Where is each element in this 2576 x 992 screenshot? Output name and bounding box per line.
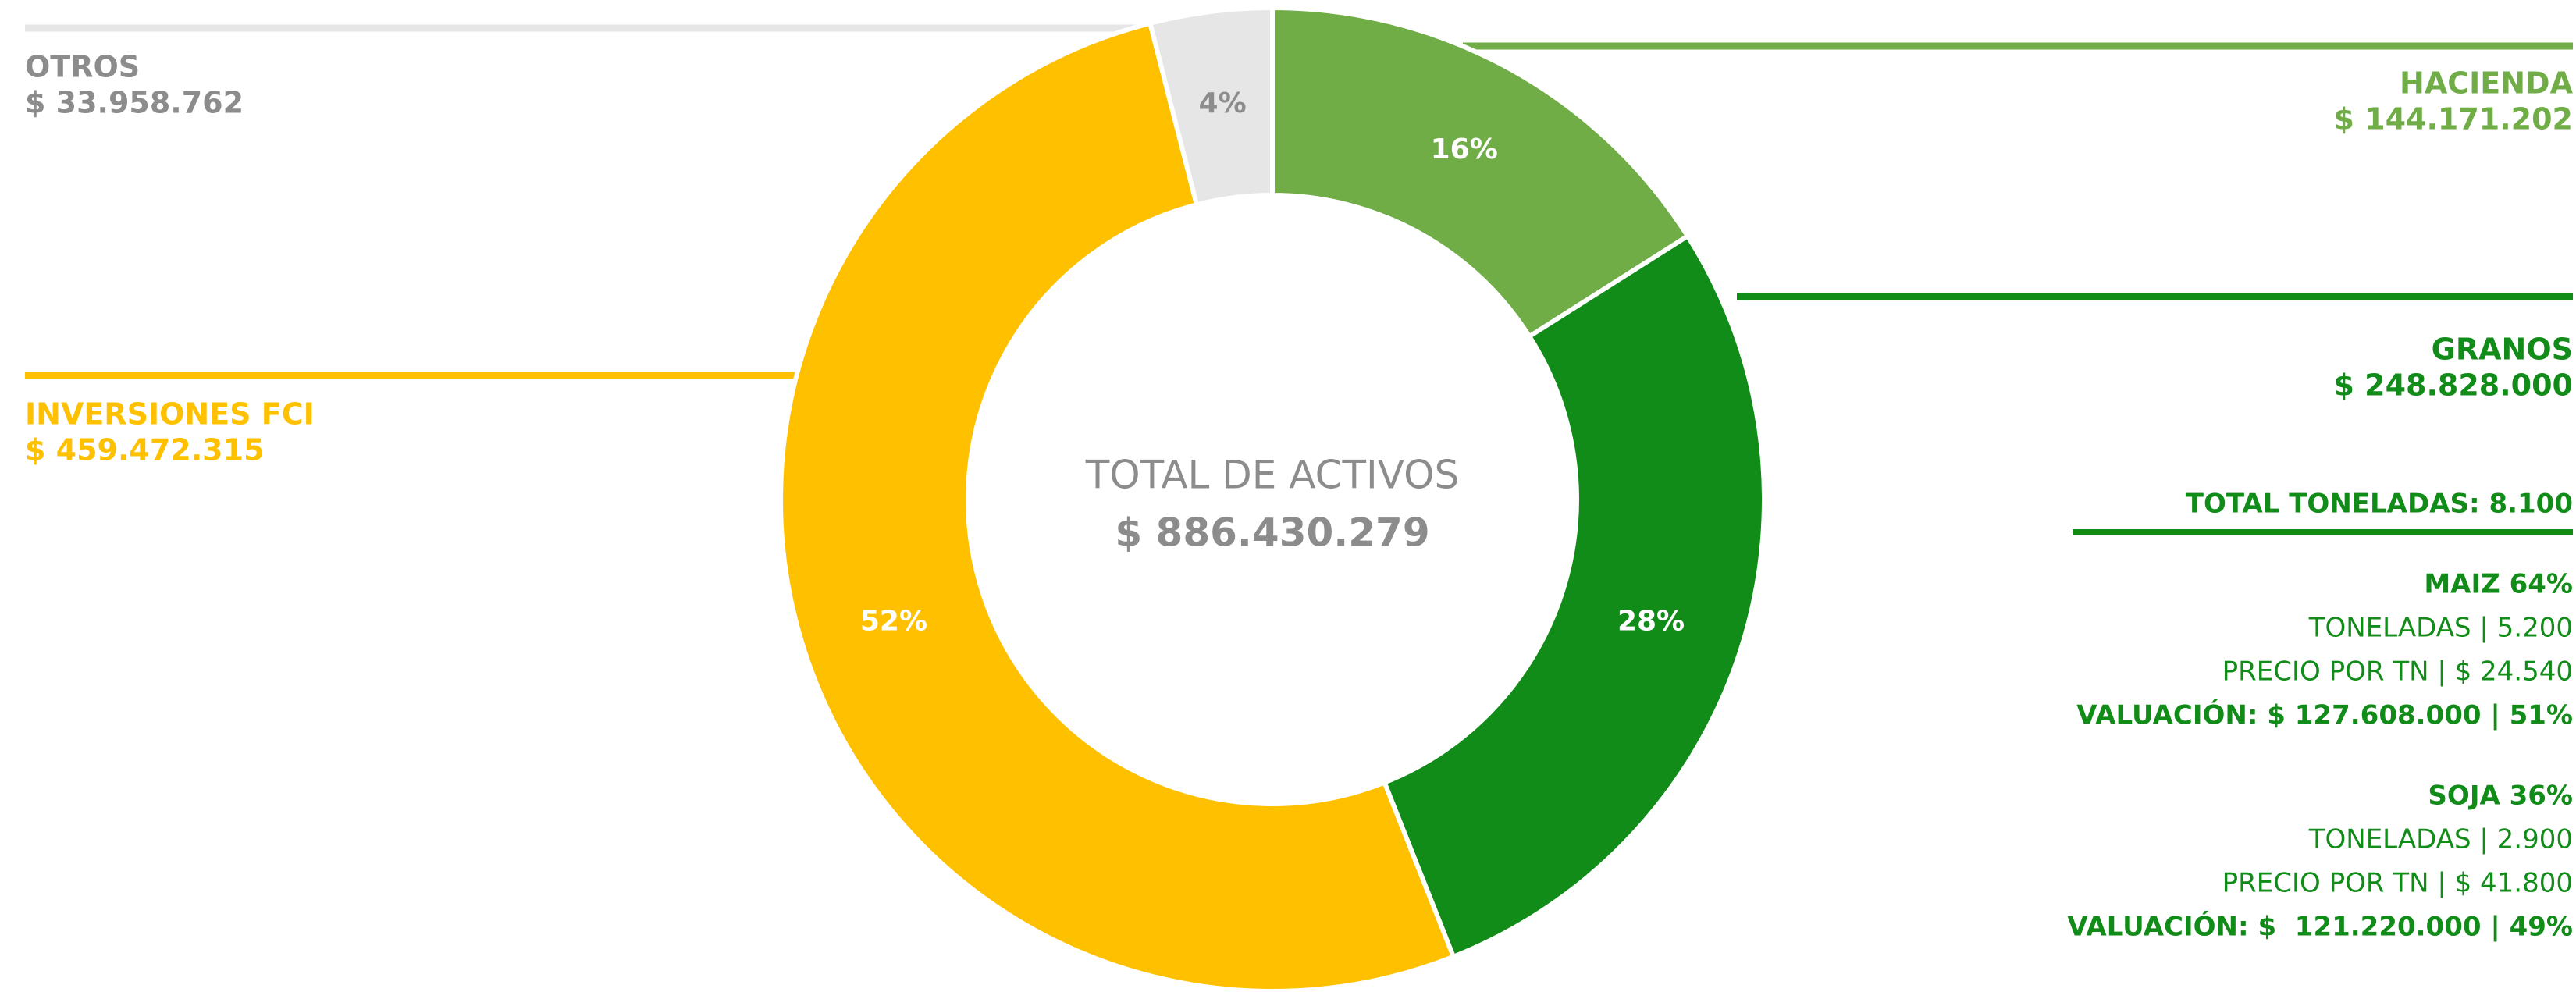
value-label: 4% xyxy=(1199,87,1247,119)
value-label: 16% xyxy=(1431,133,1498,165)
category-label: OTROS xyxy=(25,50,140,84)
category-label: INVERSIONES FCI xyxy=(25,397,315,432)
details-line: MAIZ 64% xyxy=(2424,569,2573,600)
amount-label: $ 33.958.762 xyxy=(25,86,244,120)
amount-label: $ 144.171.202 xyxy=(2333,102,2573,137)
details-line: VALUACIÓN: $ 127.608.000 | 51% xyxy=(2076,699,2573,731)
category-label: GRANOS xyxy=(2432,332,2573,367)
details-line: TONELADAS | 2.900 xyxy=(2308,824,2573,855)
value-label: 28% xyxy=(1617,606,1685,638)
details-line: TONELADAS | 5.200 xyxy=(2308,613,2573,644)
slice xyxy=(1147,5,1275,208)
amount-label: $ 248.828.000 xyxy=(2333,368,2573,403)
amount-label: $ 459.472.315 xyxy=(25,433,265,468)
details-line: PRECIO POR TN | $ 41.800 xyxy=(2222,868,2573,899)
slice xyxy=(1270,5,1692,340)
details-line: VALUACIÓN: $ 121.220.000 | 49% xyxy=(2067,911,2573,943)
value-label: 52% xyxy=(860,606,927,638)
details-total: TOTAL TONELADAS: 8.100 xyxy=(2186,489,2573,520)
category-label: HACIENDA xyxy=(2400,66,2574,101)
details-line: PRECIO POR TN | $ 24.540 xyxy=(2222,656,2573,688)
center-value: $ 886.430.279 xyxy=(1115,510,1429,556)
details-line: SOJA 36% xyxy=(2428,780,2573,812)
center-title: TOTAL DE ACTIVOS xyxy=(1085,453,1459,498)
slice xyxy=(1381,233,1767,960)
slice xyxy=(778,20,1457,992)
